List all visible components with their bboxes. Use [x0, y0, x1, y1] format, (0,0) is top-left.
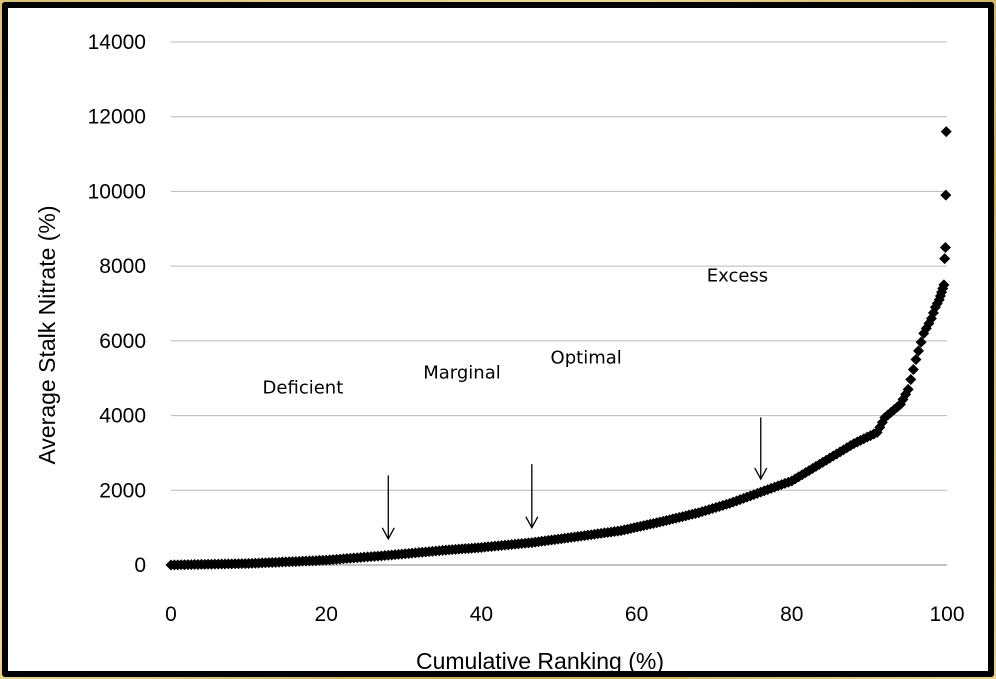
- y-tick-label: 10000: [88, 180, 146, 203]
- arrow-head: [381, 527, 395, 541]
- y-tick-label: 14000: [88, 31, 146, 54]
- x-tick-label: 60: [625, 603, 648, 626]
- region-label: Optimal: [551, 348, 622, 369]
- data-point: [910, 354, 922, 366]
- annotations: Deficient Marginal Optimal Excess: [263, 265, 769, 398]
- y-tick-label: 12000: [88, 106, 146, 129]
- x-tick-labels: 0 20 40 60 80 100: [165, 603, 964, 626]
- down-arrow: [381, 475, 395, 541]
- y-tick-label: 6000: [99, 330, 146, 353]
- data-points: [165, 126, 952, 571]
- data-point-outlier: [940, 126, 952, 138]
- x-axis-title: Cumulative Ranking (%): [416, 648, 664, 674]
- arrows: [381, 417, 768, 541]
- region-label: Deficient: [263, 378, 344, 399]
- data-point: [902, 383, 914, 395]
- data-point: [938, 279, 950, 291]
- y-tick-label: 0: [134, 554, 146, 577]
- data-point-outlier: [940, 189, 952, 201]
- y-tick-label: 4000: [99, 405, 146, 428]
- x-tick-label: 40: [470, 603, 493, 626]
- region-label: Excess: [707, 265, 768, 286]
- y-axis-title: Average Stalk Nitrate (%): [34, 205, 60, 464]
- data-point: [907, 363, 919, 375]
- down-arrow: [525, 464, 539, 530]
- data-point: [913, 345, 925, 357]
- arrow-head: [754, 467, 768, 481]
- x-tick-label: 80: [780, 603, 803, 626]
- data-point: [905, 373, 917, 385]
- region-label: Marginal: [423, 363, 501, 384]
- data-point-outlier: [939, 253, 951, 265]
- x-tick-label: 100: [929, 603, 964, 626]
- x-tick-label: 0: [165, 603, 177, 626]
- arrow-head: [525, 516, 539, 530]
- x-tick-label: 20: [315, 603, 338, 626]
- y-tick-labels: 0 2000 4000 6000 8000 10000 12000 14000: [88, 31, 146, 577]
- data-point: [915, 336, 927, 348]
- y-tick-label: 2000: [99, 479, 146, 502]
- y-tick-label: 8000: [99, 255, 146, 278]
- down-arrow: [754, 417, 768, 481]
- gridlines: [171, 41, 947, 491]
- data-point-outlier: [939, 241, 951, 253]
